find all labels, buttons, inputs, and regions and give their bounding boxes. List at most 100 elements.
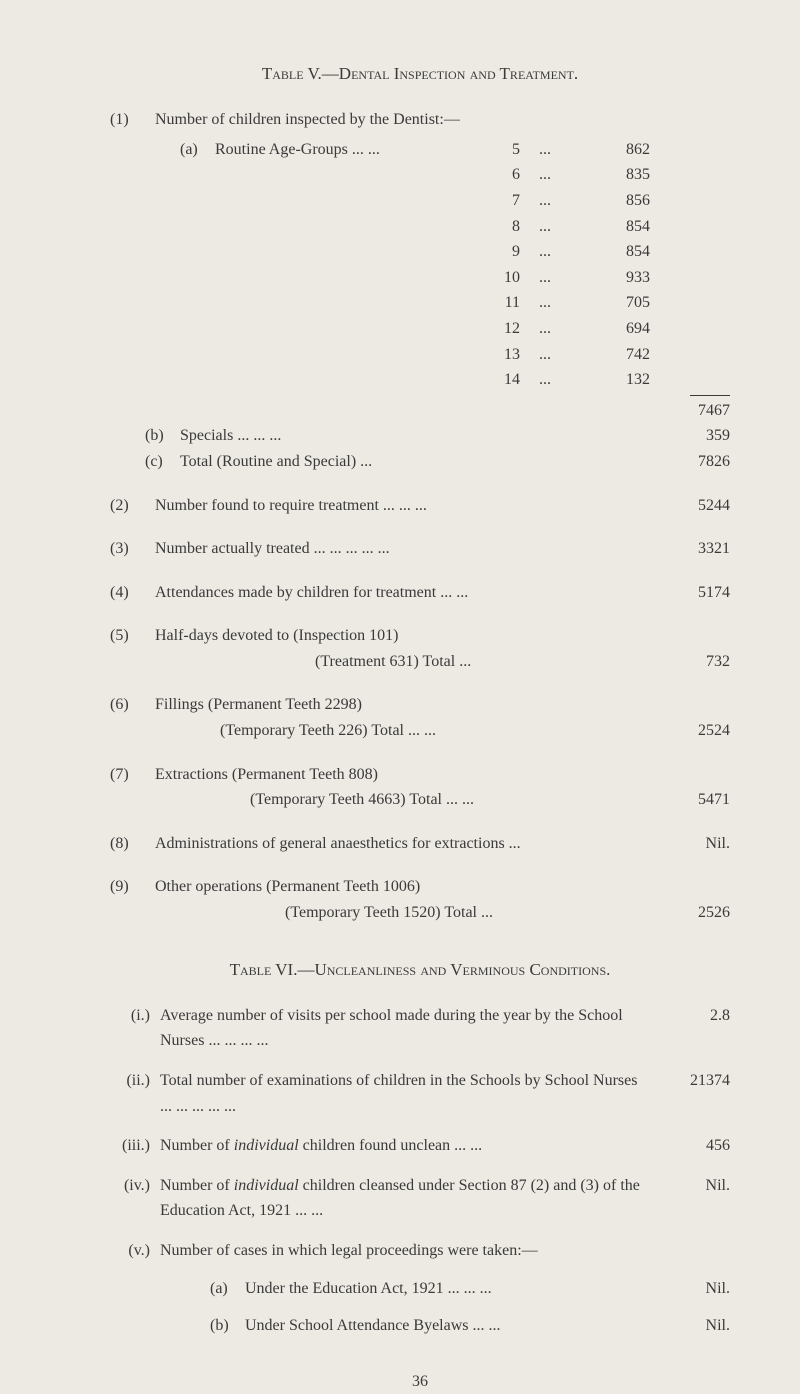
item2-val: 5244 — [650, 493, 730, 519]
item1c-val: 7826 — [650, 449, 730, 475]
age-val: 705 — [570, 290, 650, 316]
item6-line1: Fillings (Permanent Teeth 2298) — [155, 692, 730, 718]
item1-text: Number of children inspected by the Dent… — [155, 107, 460, 133]
i-val: 2.8 — [650, 1003, 730, 1029]
item7-line2: (Temporary Teeth 4663) Total ... ... — [250, 787, 650, 813]
ii-val: 21374 — [650, 1068, 730, 1094]
item1c-row: (c) Total (Routine and Special) ... 7826 — [110, 449, 730, 475]
age-num: 11 — [470, 290, 520, 316]
item3-txt: Number actually treated ... ... ... ... … — [155, 536, 650, 562]
item3-val: 3321 — [650, 536, 730, 562]
item9-line1: Other operations (Permanent Teeth 1006) — [155, 874, 730, 900]
item5-val: 732 — [650, 649, 730, 675]
page-number: 36 — [110, 1369, 730, 1394]
age-dots: ... — [520, 290, 570, 316]
age-num: 14 — [470, 367, 520, 393]
iv-roman: (iv.) — [110, 1173, 160, 1199]
item8-txt: Administrations of general anaesthetics … — [155, 831, 650, 857]
va-val: Nil. — [660, 1276, 730, 1302]
age-val: 933 — [570, 265, 650, 291]
age-row: 12...694 — [110, 316, 730, 342]
iii-txt: Number of individual children found uncl… — [160, 1133, 650, 1159]
iv-val: Nil. — [650, 1173, 730, 1199]
item7-line1: Extractions (Permanent Teeth 808) — [155, 762, 730, 788]
item1b-letter: (b) — [145, 423, 180, 449]
age-val: 742 — [570, 342, 650, 368]
age-num: 8 — [470, 214, 520, 240]
item5-line1: Half-days devoted to (Inspection 101) — [155, 623, 730, 649]
item1-header: (1) Number of children inspected by the … — [110, 107, 730, 133]
item1c-label: Total (Routine and Special) ... — [180, 449, 650, 475]
item6-num: (6) — [110, 692, 155, 718]
age-num: 7 — [470, 188, 520, 214]
item3-num: (3) — [110, 536, 155, 562]
ii-roman: (ii.) — [110, 1068, 160, 1094]
item1a-first: (a) Routine Age-Groups ... ... 5 ... 862 — [110, 137, 730, 163]
age-row: 13...742 — [110, 342, 730, 368]
age5-val: 862 — [570, 137, 650, 163]
iii-val: 456 — [650, 1133, 730, 1159]
item4-txt: Attendances made by children for treatme… — [155, 580, 650, 606]
item-ii: (ii.) Total number of examinations of ch… — [110, 1068, 730, 1119]
age5-dots: ... — [520, 137, 570, 163]
age-dots: ... — [520, 342, 570, 368]
item8-val: Nil. — [650, 831, 730, 857]
item2-txt: Number found to require treatment ... ..… — [155, 493, 650, 519]
item6-val: 2524 — [650, 718, 730, 744]
table5-title: Table V.—Dental Inspection and Treatment… — [110, 60, 730, 87]
age-row: 9...854 — [110, 239, 730, 265]
item7-num: (7) — [110, 762, 155, 788]
age-dots: ... — [520, 162, 570, 188]
age5-num: 5 — [470, 137, 520, 163]
item2: (2) Number found to require treatment ..… — [110, 493, 730, 519]
item6-line2: (Temporary Teeth 226) Total ... ... — [220, 718, 650, 744]
age-row: 11...705 — [110, 290, 730, 316]
item9: (9) Other operations (Permanent Teeth 10… — [110, 874, 730, 925]
iv-txt: Number of individual children cleansed u… — [160, 1173, 650, 1224]
age-num: 13 — [470, 342, 520, 368]
item1a-total-row: 7467 — [110, 398, 730, 424]
age-row: 8...854 — [110, 214, 730, 240]
age-val: 854 — [570, 214, 650, 240]
i-txt: Average number of visits per school made… — [160, 1003, 650, 1054]
item-iii: (iii.) Number of individual children fou… — [110, 1133, 730, 1159]
age-num: 12 — [470, 316, 520, 342]
item4-num: (4) — [110, 580, 155, 606]
item5-num: (5) — [110, 623, 155, 649]
item-v-a: (a) Under the Education Act, 1921 ... ..… — [110, 1276, 730, 1302]
item1c-letter: (c) — [145, 449, 180, 475]
item6: (6) Fillings (Permanent Teeth 2298) (Tem… — [110, 692, 730, 743]
age-val: 835 — [570, 162, 650, 188]
v-txt: Number of cases in which legal proceedin… — [160, 1238, 730, 1264]
age-dots: ... — [520, 367, 570, 393]
item7: (7) Extractions (Permanent Teeth 808) (T… — [110, 762, 730, 813]
age-num: 9 — [470, 239, 520, 265]
iii-roman: (iii.) — [110, 1133, 160, 1159]
age-row: 10...933 — [110, 265, 730, 291]
item8-num: (8) — [110, 831, 155, 857]
item5: (5) Half-days devoted to (Inspection 101… — [110, 623, 730, 674]
age-row: 7...856 — [110, 188, 730, 214]
age-dots: ... — [520, 239, 570, 265]
item-iv: (iv.) Number of individual children clea… — [110, 1173, 730, 1224]
va-label: Under the Education Act, 1921 ... ... ..… — [245, 1276, 660, 1302]
age-val: 854 — [570, 239, 650, 265]
age-num: 10 — [470, 265, 520, 291]
item-v-b: (b) Under School Attendance Byelaws ... … — [110, 1313, 730, 1339]
age-val: 856 — [570, 188, 650, 214]
item9-line2: (Temporary Teeth 1520) Total ... — [285, 900, 650, 926]
age-row: 6...835 — [110, 162, 730, 188]
age-row: 14...132 — [110, 367, 730, 393]
age-dots: ... — [520, 316, 570, 342]
item4: (4) Attendances made by children for tre… — [110, 580, 730, 606]
item1a-letter: (a) — [180, 137, 215, 163]
item1-num: (1) — [110, 107, 155, 133]
item1b-val: 359 — [650, 423, 730, 449]
age-dots: ... — [520, 265, 570, 291]
item9-val: 2526 — [650, 900, 730, 926]
item-v: (v.) Number of cases in which legal proc… — [110, 1238, 730, 1264]
age-dots: ... — [520, 188, 570, 214]
item2-num: (2) — [110, 493, 155, 519]
item4-val: 5174 — [650, 580, 730, 606]
item3: (3) Number actually treated ... ... ... … — [110, 536, 730, 562]
